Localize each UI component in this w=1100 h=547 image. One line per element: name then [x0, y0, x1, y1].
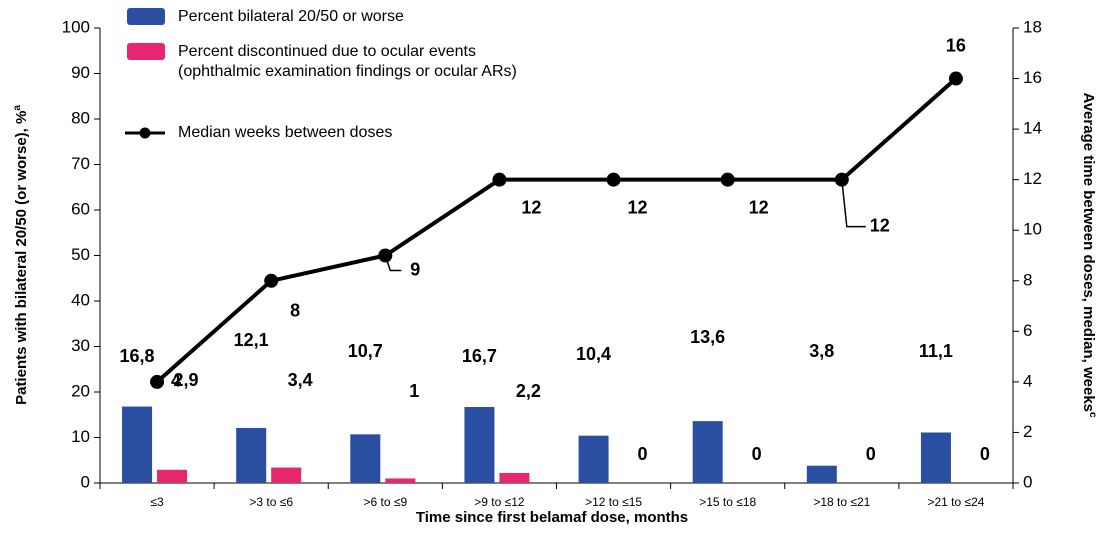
legend-label: Percent discontinued due to ocular event… [178, 43, 517, 80]
y-tick-label: 90 [71, 63, 90, 82]
line-point [948, 71, 963, 86]
y-axis-title-sup: a [12, 105, 23, 111]
value-label: 10,4 [576, 344, 611, 364]
y-tick-label: 30 [71, 336, 90, 355]
value-label: 16,8 [120, 346, 155, 366]
value-label: 16,7 [462, 346, 497, 366]
legend-swatch [127, 43, 165, 60]
y2-axis-title: Average time between doses, median, week… [1080, 92, 1098, 418]
value-label: 3,8 [809, 341, 834, 361]
value-label: 3,4 [288, 370, 313, 390]
y2-tick-label: 18 [1023, 17, 1042, 36]
value-label: 0 [752, 444, 762, 464]
y-tick-label: 0 [81, 472, 90, 491]
x-axis-title: Time since first belamaf dose, months [416, 509, 688, 526]
legend-dot [139, 127, 151, 139]
value-label: 8 [290, 301, 300, 321]
line [155, 77, 958, 384]
value-label: 0 [980, 444, 990, 464]
bar [920, 432, 951, 483]
x-tick-label: >21 to ≤24 [927, 495, 984, 509]
y-axis-title: Patients with bilateral 20/50 (or worse)… [12, 105, 30, 405]
value-label: 2,2 [516, 381, 541, 401]
value-label: 16 [946, 35, 966, 55]
y-tick-label: 60 [71, 199, 90, 218]
x-tick-label: >18 to ≤21 [813, 495, 870, 509]
value-label: 4 [171, 371, 181, 391]
y-axis-title-text: Patients with bilateral 20/50 (or worse)… [13, 111, 30, 405]
bar [122, 406, 153, 483]
bar [692, 421, 723, 483]
value-label: 10,7 [348, 341, 383, 361]
line-point [606, 172, 621, 187]
line-point [150, 374, 165, 389]
value-label: 13,6 [690, 327, 725, 347]
y-tick-label: 50 [71, 245, 90, 264]
value-label: 1 [409, 381, 419, 401]
line-point [720, 172, 735, 187]
legend-label: Percent bilateral 20/50 or worse [178, 8, 404, 25]
y2-axis-title-sup: c [1087, 412, 1098, 418]
y2-tick-label: 6 [1023, 321, 1032, 340]
y2-tick-label: 2 [1023, 422, 1032, 441]
y2-axis-title-text: Average time between doses, median, week… [1080, 92, 1097, 412]
value-label: 0 [638, 444, 648, 464]
line-point [264, 273, 279, 288]
x-tick-label: >3 to ≤6 [249, 495, 293, 509]
line-point [492, 172, 507, 187]
bar [578, 435, 609, 483]
x-tick-label: >12 to ≤15 [585, 495, 642, 509]
y-tick-label: 70 [71, 154, 90, 173]
y2-tick-label: 8 [1023, 270, 1032, 289]
value-label: 0 [866, 444, 876, 464]
y2-tick-label: 10 [1023, 220, 1042, 239]
bar [499, 472, 530, 483]
legend-label: Median weeks between doses [178, 124, 393, 141]
legend-swatch [127, 8, 165, 25]
value-label: 12 [521, 197, 541, 217]
x-tick-label: >6 to ≤9 [364, 495, 408, 509]
y2-tick-label: 16 [1023, 68, 1042, 87]
y2-tick-label: 12 [1023, 169, 1042, 188]
label-leader [841, 179, 866, 228]
bar [271, 467, 302, 483]
bar [157, 469, 188, 483]
value-label: 12 [870, 215, 890, 235]
value-label: 11,1 [919, 341, 953, 361]
bar [806, 465, 837, 483]
bar [350, 434, 381, 483]
value-label: 2,9 [174, 370, 199, 390]
value-label: 12,1 [234, 330, 269, 350]
value-label: 9 [410, 259, 420, 279]
value-label: 12 [628, 197, 648, 217]
value-label: 12 [749, 197, 769, 217]
y2-tick-label: 14 [1023, 119, 1042, 138]
y2-tick-label: 4 [1023, 371, 1032, 390]
bar [385, 478, 416, 483]
y-tick-label: 100 [62, 17, 90, 36]
y-tick-label: 20 [71, 381, 90, 400]
y-tick-label: 80 [71, 108, 90, 127]
x-tick-label: ≤3 [150, 495, 164, 509]
x-tick-label: >15 to ≤18 [699, 495, 756, 509]
label-leader [384, 255, 402, 272]
bar [236, 427, 267, 483]
bar [464, 407, 495, 483]
y-tick-label: 10 [71, 427, 90, 446]
y-tick-label: 40 [71, 290, 90, 309]
y2-tick-label: 0 [1023, 472, 1032, 491]
x-tick-label: >9 to ≤12 [474, 495, 525, 509]
